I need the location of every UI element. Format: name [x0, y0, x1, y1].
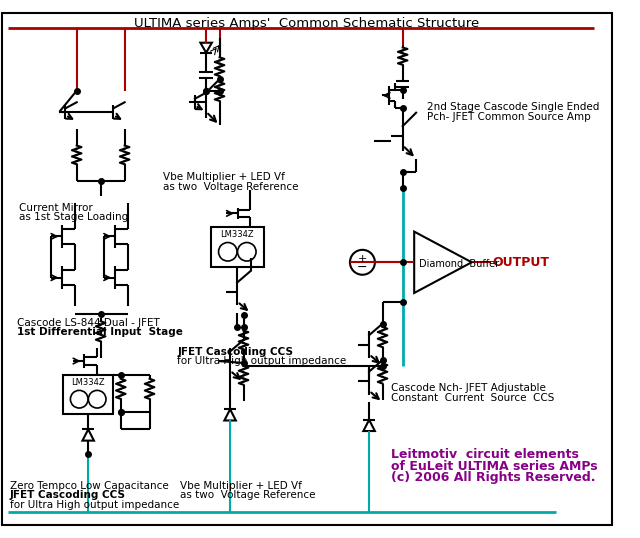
- Text: Pch- JFET Common Source Amp: Pch- JFET Common Source Amp: [427, 112, 591, 122]
- Text: as two  Voltage Reference: as two Voltage Reference: [163, 182, 298, 192]
- Text: for Ultra High output impedance: for Ultra High output impedance: [177, 356, 347, 366]
- Text: Cascode LS-844 Dual - JFET: Cascode LS-844 Dual - JFET: [17, 318, 160, 328]
- Text: LM334Z: LM334Z: [221, 230, 254, 238]
- Bar: [63, 376, 113, 414]
- Text: 2nd Stage Cascode Single Ended: 2nd Stage Cascode Single Ended: [427, 102, 599, 112]
- Text: Vbe Multiplier + LED Vf: Vbe Multiplier + LED Vf: [163, 172, 285, 182]
- Text: −: −: [357, 260, 367, 274]
- Text: (c) 2006 All Rights Reserved.: (c) 2006 All Rights Reserved.: [391, 471, 596, 484]
- Text: Zero Tempco Low Capacitance: Zero Tempco Low Capacitance: [10, 481, 168, 491]
- Text: ULTIMA series Amps'  Common Schematic Structure: ULTIMA series Amps' Common Schematic Str…: [134, 17, 479, 30]
- Bar: [211, 227, 264, 267]
- Text: OUTPUT: OUTPUT: [493, 256, 550, 269]
- Text: Cascode Nch- JFET Adjustable: Cascode Nch- JFET Adjustable: [391, 383, 546, 393]
- Text: Leitmotiv  circuit elements: Leitmotiv circuit elements: [391, 448, 579, 461]
- Text: Constant  Current  Source  CCS: Constant Current Source CCS: [391, 393, 554, 402]
- Text: as two  Voltage Reference: as two Voltage Reference: [180, 491, 316, 500]
- Text: JFET Cascoding CCS: JFET Cascoding CCS: [10, 491, 125, 500]
- Text: Vbe Multiplier + LED Vf: Vbe Multiplier + LED Vf: [180, 481, 302, 491]
- Text: Diamond  Buffer: Diamond Buffer: [419, 259, 499, 269]
- Text: as 1st Stage Loading: as 1st Stage Loading: [19, 213, 129, 222]
- Text: 1st Differential Input  Stage: 1st Differential Input Stage: [17, 328, 183, 337]
- Text: +: +: [358, 254, 367, 264]
- Text: LM334Z: LM334Z: [72, 378, 105, 387]
- Text: for Ultra High output impedance: for Ultra High output impedance: [10, 500, 179, 510]
- Text: of EuLeit ULTIMA series AMPs: of EuLeit ULTIMA series AMPs: [391, 460, 598, 473]
- Text: Current Mirror: Current Mirror: [19, 203, 93, 213]
- Text: JFET Cascoding CCS: JFET Cascoding CCS: [177, 346, 293, 357]
